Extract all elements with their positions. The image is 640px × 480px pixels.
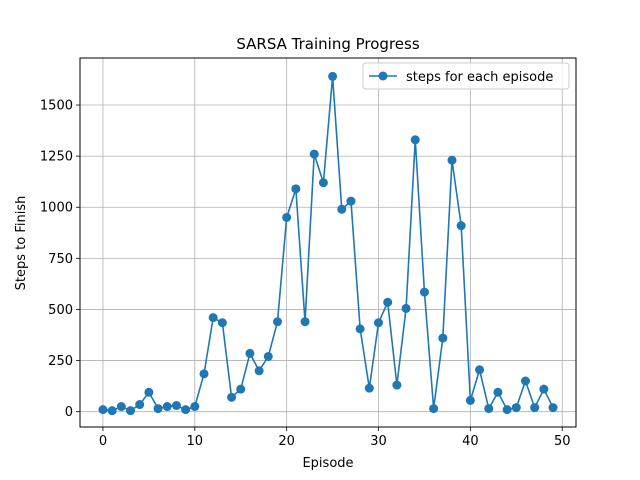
data-point [291, 184, 301, 194]
grid [80, 58, 576, 427]
legend-marker-swatch [378, 71, 388, 81]
legend-label: steps for each episode [406, 70, 553, 85]
data-point [208, 313, 218, 323]
data-point [548, 403, 558, 413]
data-point [346, 196, 356, 206]
y-tick-label: 500 [48, 303, 73, 318]
data-point [493, 387, 503, 397]
data-point [309, 149, 319, 159]
data-point [511, 403, 521, 413]
x-axis-ticks: 0 10 20 30 40 50 [99, 427, 571, 449]
data-point [383, 297, 393, 307]
data-point [153, 404, 163, 414]
data-point [300, 317, 310, 327]
data-point [337, 204, 347, 214]
data-point [263, 351, 273, 361]
data-point [116, 402, 126, 412]
data-point [374, 318, 384, 328]
data-point [227, 392, 237, 402]
data-point [475, 365, 485, 375]
x-tick-label: 40 [462, 434, 479, 449]
data-point [126, 406, 136, 416]
y-tick-label: 1500 [40, 99, 73, 114]
data-point [236, 384, 246, 394]
x-tick-label: 10 [187, 434, 204, 449]
data-point [502, 405, 512, 415]
x-tick-label: 0 [99, 434, 107, 449]
data-point [199, 369, 209, 379]
y-tick-label: 750 [48, 252, 73, 267]
data-point [364, 383, 374, 393]
legend-box [362, 62, 570, 90]
data-point [190, 402, 200, 412]
data-point [419, 287, 429, 297]
chart-title: SARSA Training Progress [236, 35, 419, 53]
y-axis-label: Steps to Finish [14, 196, 29, 291]
y-axis-ticks: 0 250 500 750 1000 1250 1500 [40, 99, 80, 420]
data-point [144, 387, 154, 397]
plot-area-frame [79, 57, 577, 428]
series-steps-per-episode [98, 71, 558, 416]
data-point [245, 348, 255, 358]
x-tick-label: 50 [554, 434, 571, 449]
data-point [530, 403, 540, 413]
data-point [328, 71, 338, 81]
x-tick-label: 30 [370, 434, 387, 449]
y-tick-label: 250 [48, 354, 73, 369]
data-point [520, 376, 530, 386]
legend: steps for each episode [362, 62, 570, 90]
data-point [107, 406, 117, 416]
data-point [98, 405, 108, 415]
data-point [438, 333, 448, 343]
data-point [539, 384, 549, 394]
y-tick-label: 1250 [40, 150, 73, 165]
data-point [217, 318, 227, 328]
data-point [465, 395, 475, 405]
data-point [162, 402, 172, 412]
data-point [282, 212, 292, 222]
y-tick-label: 0 [65, 405, 73, 420]
x-axis-label: Episode [302, 456, 353, 471]
x-tick-label: 20 [278, 434, 295, 449]
data-point [272, 317, 282, 327]
data-point [410, 135, 420, 145]
data-point [318, 178, 328, 188]
data-point [181, 405, 191, 415]
data-point [135, 400, 145, 410]
data-point [355, 324, 365, 334]
data-point [254, 366, 264, 376]
data-point [447, 155, 457, 165]
y-tick-label: 1000 [40, 201, 73, 216]
data-point [401, 303, 411, 313]
data-point [456, 221, 466, 231]
data-point [171, 401, 181, 411]
data-point [484, 404, 494, 414]
data-point [392, 380, 402, 390]
data-point [429, 404, 439, 414]
